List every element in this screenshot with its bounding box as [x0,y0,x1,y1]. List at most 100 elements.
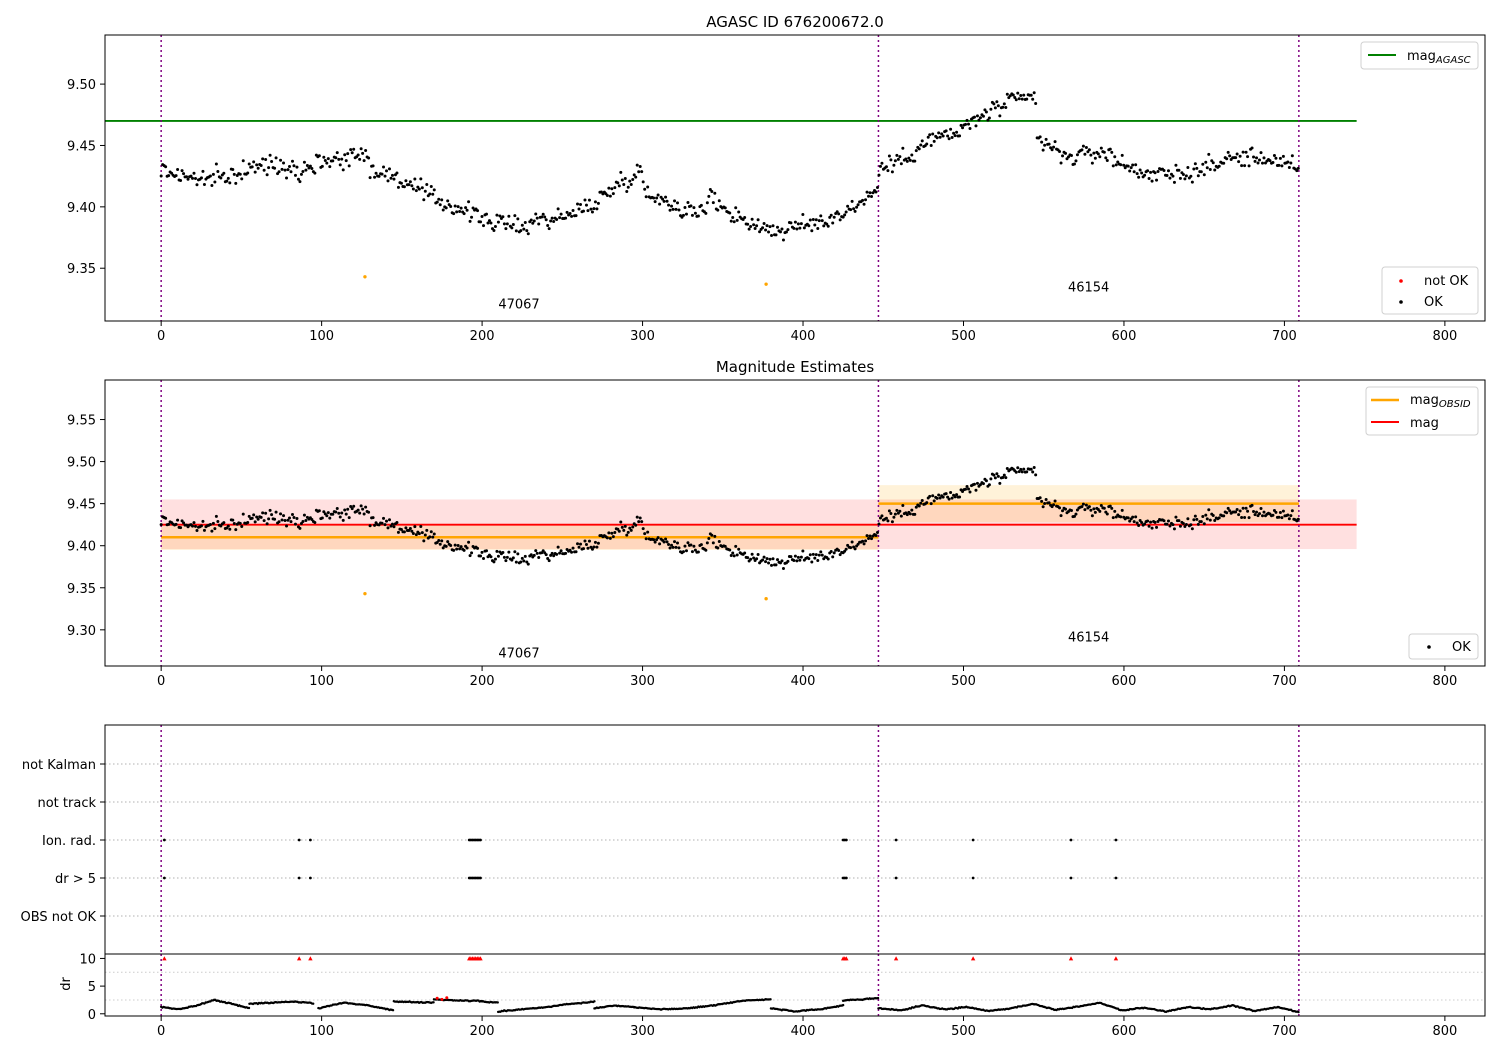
flag-event-point [894,838,898,842]
ok-point [735,553,739,557]
ok-point [605,193,609,197]
ok-point [770,234,774,238]
ok-point [684,549,688,553]
ok-point [335,151,339,155]
ok-point [607,531,611,535]
ok-point [674,207,678,211]
ok-point [464,206,468,210]
ok-point [993,106,997,110]
ok-point [768,557,772,561]
ok-point [986,118,990,122]
ok-point [549,219,553,223]
ok-point [559,212,563,216]
ok-point [444,206,448,210]
ok-point [929,502,933,506]
panel-4-ylabel: dr [59,977,74,991]
ok-point [1075,153,1079,157]
ok-point [893,159,897,163]
ok-point [832,551,836,555]
ok-point [750,217,754,221]
ok-point [1147,176,1151,180]
ok-point [1247,164,1251,168]
ok-point [380,521,384,525]
ok-point [1217,164,1221,168]
ok-point [211,172,215,176]
ok-point [671,207,675,211]
ok-point [295,516,299,520]
ok-point [822,224,826,228]
ok-point [423,189,427,193]
ok-point [552,220,556,224]
ok-point [1105,159,1109,163]
ok-point [449,205,453,209]
ok-point [953,134,957,138]
ok-point [734,544,738,548]
ok-point [419,177,423,181]
ok-point [996,474,1000,478]
ok-point [1289,514,1293,518]
ok-point [595,207,599,211]
ok-point [862,202,866,206]
ok-point [246,171,250,175]
ok-point [898,509,902,513]
ok-point [774,233,778,237]
ok-point [1020,97,1024,101]
ok-point [728,211,732,215]
ok-point [270,513,274,517]
ok-point [1041,148,1045,152]
ok-point [441,546,445,550]
ok-point [1134,163,1138,167]
ok-point [532,219,536,223]
ok-point [222,521,226,525]
ok-point [817,219,821,223]
ok-point [467,540,471,544]
ok-point [938,496,942,500]
ok-point [992,473,996,477]
ok-point [1146,169,1150,173]
ok-point [1274,156,1278,160]
ok-point [935,136,939,140]
panel-dr: 0 100 200 300 400 500 600 700 800 0 5 10 dr [59,952,1486,1039]
ok-point [1022,93,1026,97]
ok-point [750,552,754,556]
ok-point [914,149,918,153]
ok-point [1263,161,1267,165]
ok-point [907,156,911,160]
ok-point [574,550,578,554]
panel-4-plot-area [105,954,1485,1016]
ok-point [453,543,457,547]
ok-point [320,164,324,168]
ok-point [247,514,251,518]
ok-point [998,114,1002,118]
legend-label-ok: OK [1452,640,1471,655]
ok-point [231,518,235,522]
ok-point [240,525,244,529]
ok-point [625,189,629,193]
ok-point [386,179,390,183]
ok-point [556,545,560,549]
ok-point [875,186,879,190]
ok-point [1093,510,1097,514]
ok-point [320,516,324,520]
ok-point [595,545,599,549]
ok-point [884,165,888,169]
ok-point [764,228,768,232]
ok-point [623,177,627,181]
ok-point [619,520,623,524]
ok-point [590,210,594,214]
ok-point [516,552,520,556]
ok-point [411,532,415,536]
ok-point [1120,153,1124,157]
ok-point [868,191,872,195]
ok-point [1087,148,1091,152]
ok-point [193,177,197,181]
ok-point [1222,161,1226,165]
ok-point [1278,156,1282,160]
ok-point [317,154,321,158]
ok-point [492,228,496,232]
ok-point [559,549,563,553]
ok-point [385,519,389,523]
ok-point [555,552,559,556]
ok-point [1211,514,1215,518]
ok-point [1286,160,1290,164]
